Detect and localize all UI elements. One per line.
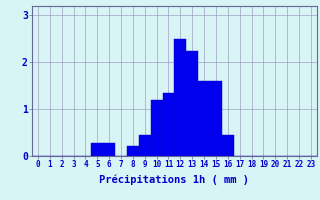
X-axis label: Précipitations 1h ( mm ): Précipitations 1h ( mm ) <box>100 175 249 185</box>
Bar <box>198 81 210 156</box>
Bar <box>91 143 103 156</box>
Bar <box>174 39 186 156</box>
Bar <box>222 135 234 156</box>
Bar <box>210 81 222 156</box>
Bar <box>186 51 198 156</box>
Bar <box>163 93 174 156</box>
Bar <box>127 146 139 156</box>
Bar <box>139 135 151 156</box>
Bar <box>103 143 115 156</box>
Bar <box>151 100 163 156</box>
